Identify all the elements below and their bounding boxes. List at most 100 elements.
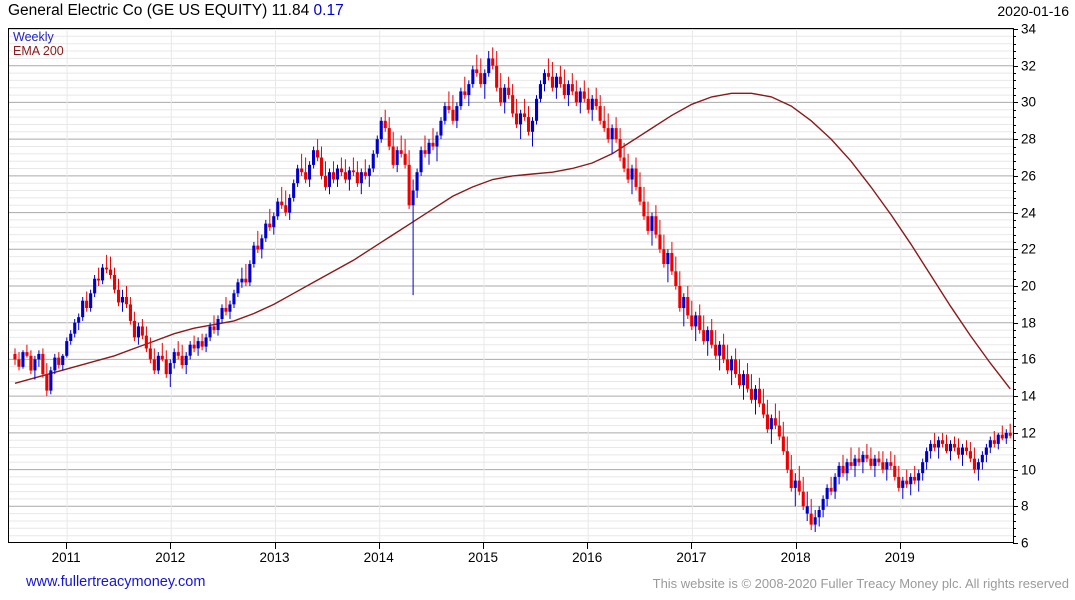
y-axis-label: 10 (1021, 462, 1037, 478)
y-axis-tick-minor (1013, 241, 1016, 243)
y-axis-tick (1013, 469, 1018, 471)
y-axis-tick (1013, 396, 1018, 398)
y-axis-tick-minor (1013, 227, 1016, 229)
x-axis-label: 2018 (780, 550, 811, 565)
x-axis-tick (274, 543, 276, 549)
y-axis-tick-minor (1013, 352, 1016, 354)
last-price: 11.84 (271, 2, 310, 19)
y-axis-tick-minor (1013, 344, 1016, 346)
y-axis-label: 18 (1021, 315, 1037, 331)
y-axis-tick-minor (1013, 300, 1016, 302)
y-axis-tick-minor (1013, 264, 1016, 265)
y-axis-label: 8 (1021, 498, 1029, 514)
y-axis-tick-minor (1013, 43, 1016, 45)
x-axis-label: 2014 (363, 550, 394, 565)
y-axis-tick-minor (1013, 410, 1016, 412)
y-axis-tick-minor (1013, 219, 1016, 221)
price-chart-plot-area[interactable]: Weekly EMA 200 (8, 28, 1013, 543)
x-axis-tick (483, 543, 484, 549)
x-axis-label: 2016 (572, 550, 603, 565)
y-axis-tick-minor (1013, 73, 1016, 75)
y-axis-tick-minor (1013, 117, 1016, 119)
y-axis-tick-minor (1013, 36, 1016, 38)
x-axis-tick (899, 543, 901, 549)
y-axis-tick-minor (1013, 190, 1016, 192)
y-axis-label: 30 (1021, 94, 1037, 110)
y-axis-tick-minor (1013, 337, 1016, 339)
y-axis-tick-minor (1013, 315, 1016, 317)
y-axis-tick-minor (1013, 146, 1016, 148)
instrument-ticker: (GE US EQUITY) (146, 2, 268, 19)
y-axis-tick-minor (1013, 131, 1016, 133)
y-axis-tick-minor (1013, 197, 1016, 199)
y-axis-tick-minor (1013, 521, 1016, 522)
y-axis-tick (1013, 359, 1018, 361)
candlestick-chart-svg (9, 29, 1013, 542)
y-axis-tick-minor (1013, 205, 1016, 207)
y-axis-label: 32 (1021, 58, 1037, 74)
page-title: General Electric Co (GE US EQUITY) 11.84… (8, 2, 344, 20)
y-axis-tick-minor (1013, 425, 1016, 427)
y-axis-tick-minor (1013, 418, 1016, 420)
y-axis-tick-minor (1013, 153, 1016, 155)
y-axis-tick-minor (1013, 366, 1016, 368)
y-axis-label: 20 (1021, 278, 1037, 294)
y-axis-label: 26 (1021, 168, 1037, 184)
y-axis-label: 14 (1021, 388, 1037, 404)
y-axis-tick-minor (1013, 454, 1016, 456)
y-axis-tick-minor (1013, 183, 1016, 185)
y-axis-tick-minor (1013, 293, 1016, 295)
y-axis-tick-minor (1013, 308, 1016, 309)
y-axis-tick-minor (1013, 124, 1016, 126)
y-axis-tick-minor (1013, 109, 1016, 111)
y-axis-label: 16 (1021, 351, 1037, 367)
y-axis-tick-minor (1013, 491, 1016, 493)
y-axis-tick (1013, 506, 1018, 508)
y-axis-tick-minor (1013, 161, 1016, 163)
y-axis-tick (1013, 322, 1018, 324)
y-axis-label: 12 (1021, 425, 1037, 441)
y-axis-tick-minor (1013, 330, 1016, 332)
x-axis-tick (691, 543, 693, 549)
x-axis-tick (66, 543, 68, 549)
y-axis-tick-minor (1013, 51, 1016, 52)
y-axis-tick (1013, 249, 1018, 251)
y-axis-label: 6 (1021, 535, 1029, 551)
x-axis-tick (587, 543, 589, 549)
y-axis-tick-minor (1013, 374, 1016, 376)
x-axis-tick (378, 543, 380, 549)
y-axis-tick-minor (1013, 513, 1016, 515)
x-axis-label: 2013 (259, 550, 290, 565)
y-axis-tick (1013, 212, 1018, 214)
copyright-notice: This website is © 2008-2020 Fuller Treac… (652, 576, 1069, 591)
y-axis-tick-minor (1013, 484, 1016, 486)
y-axis-tick-minor (1013, 447, 1016, 449)
x-axis-label: 2017 (676, 550, 707, 565)
y-axis-label: 34 (1021, 21, 1037, 37)
legend-period: Weekly (13, 30, 54, 44)
y-axis-tick (1013, 65, 1018, 67)
y-axis-tick (1013, 543, 1018, 544)
chart-footer: www.fullertreacymoney.com This website i… (0, 574, 1075, 600)
y-axis-tick-minor (1013, 535, 1016, 537)
y-axis-tick (1013, 29, 1018, 30)
legend-ema-200: EMA 200 (13, 44, 64, 58)
y-axis-label: 22 (1021, 241, 1037, 257)
y-axis-tick (1013, 102, 1018, 104)
x-axis-tick (170, 543, 172, 549)
chart-legend: Weekly EMA 200 (13, 30, 64, 58)
y-axis-tick-minor (1013, 381, 1016, 383)
y-axis-label: 24 (1021, 205, 1037, 221)
site-url[interactable]: www.fullertreacymoney.com (26, 574, 206, 590)
x-axis-label: 2015 (467, 550, 499, 565)
x-axis-label: 2019 (884, 550, 915, 565)
y-axis-tick (1013, 175, 1018, 177)
price-change: 0.17 (313, 2, 344, 19)
y-axis-tick-minor (1013, 80, 1016, 82)
y-axis-tick-minor (1013, 462, 1016, 464)
x-axis-time: 2011 2012 2013 2014 2015 2016 2017 2018 2019 (8, 543, 1013, 569)
y-axis-tick-minor (1013, 271, 1016, 273)
y-axis-label: 28 (1021, 131, 1037, 147)
as-of-date: 2020-01-16 (997, 3, 1069, 19)
